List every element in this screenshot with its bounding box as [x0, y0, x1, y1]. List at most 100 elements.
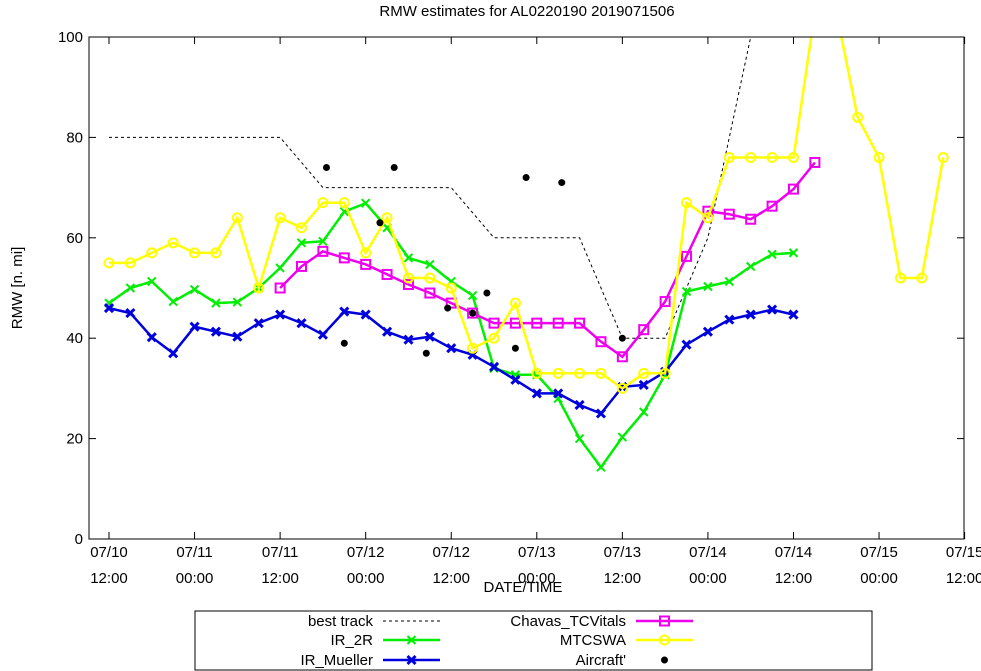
- data-point-mtcswa: [253, 282, 265, 294]
- data-point-ir-mueller: [253, 318, 264, 329]
- legend-swatch-marker: [406, 654, 417, 666]
- marker-stroke: [146, 332, 157, 343]
- legend-label: IR_2R: [330, 632, 373, 649]
- data-point-mtcswa: [852, 111, 864, 123]
- data-point-ir-mueller: [681, 339, 692, 350]
- data-point-ir-2r: [639, 407, 649, 417]
- data-point-mtcswa: [702, 212, 714, 224]
- data-point-mtcswa: [103, 257, 115, 269]
- data-point-ir-2r: [360, 198, 371, 208]
- data-point-aircraft: [469, 309, 477, 317]
- data-point-ir-2r: [275, 263, 285, 273]
- data-point-ir-2r: [168, 296, 178, 307]
- data-point-ir-mueller: [317, 329, 328, 340]
- marker-stroke: [639, 407, 649, 417]
- x-tick-label: 12:00: [604, 570, 642, 587]
- marker-stroke: [788, 248, 799, 258]
- marker-stroke: [724, 276, 735, 287]
- data-point-aircraft: [618, 334, 626, 342]
- marker-stroke: [424, 331, 435, 342]
- y-tick-label: 100: [58, 29, 83, 46]
- chart-title: RMW estimates for AL0220190 2019071506: [379, 3, 674, 20]
- data-point-aircraft: [522, 174, 530, 182]
- data-point-ir-2r: [767, 249, 777, 260]
- data-point-mtcswa: [787, 151, 799, 163]
- plot-frame: [88, 36, 965, 540]
- data-point-ir-2r: [318, 236, 328, 247]
- legend-item-best-track: best track: [308, 613, 440, 630]
- data-point-chavas-tcvitals: [488, 317, 500, 329]
- x-tick-label: 12:00: [432, 570, 470, 587]
- data-point-chavas-tcvitals: [787, 183, 799, 195]
- data-point-mtcswa: [937, 151, 949, 163]
- data-point-aircraft: [376, 219, 384, 227]
- x-tick-label: 07/15: [860, 544, 898, 561]
- data-point-ir-mueller: [424, 331, 435, 342]
- y-tick-label: 0: [75, 531, 83, 548]
- data-point-mtcswa: [231, 212, 243, 224]
- marker-stroke: [339, 306, 350, 317]
- data-point-ir-mueller: [168, 348, 179, 359]
- marker-stroke: [406, 654, 417, 666]
- data-point-mtcswa: [509, 297, 521, 309]
- data-point-chavas-tcvitals: [595, 336, 607, 348]
- data-point-mtcswa: [723, 151, 735, 163]
- data-point-mtcswa: [381, 212, 393, 224]
- marker-stroke: [531, 388, 542, 399]
- series-ir-mueller: [103, 303, 799, 419]
- data-point-mtcswa: [146, 247, 158, 259]
- data-point-ir-2r: [189, 284, 200, 295]
- legend-swatch-marker: [661, 656, 668, 664]
- data-point-mtcswa: [124, 257, 136, 269]
- marker-stroke: [275, 263, 285, 273]
- x-tick-label: 00:00: [176, 570, 214, 587]
- data-point-mtcswa: [894, 272, 906, 284]
- data-point-ir-2r: [425, 259, 435, 270]
- data-point-chavas-tcvitals: [467, 307, 479, 319]
- legend-swatch-marker: [659, 615, 670, 627]
- data-point-ir-mueller: [296, 318, 307, 329]
- x-tick-label: 12:00: [775, 570, 813, 587]
- marker-stroke: [275, 309, 286, 320]
- data-point-aircraft: [322, 164, 330, 172]
- series-aircraft: [322, 164, 626, 357]
- data-point-ir-mueller: [232, 331, 243, 342]
- marker-stroke: [574, 399, 585, 411]
- x-tick-label: 07/12: [432, 544, 470, 561]
- data-point-chavas-tcvitals: [424, 287, 436, 299]
- data-point-ir-2r: [403, 253, 414, 263]
- x-tick-label: 00:00: [689, 570, 727, 587]
- series-line-ir-mueller: [108, 306, 794, 416]
- marker-stroke: [296, 238, 307, 248]
- marker-stroke: [703, 281, 713, 292]
- data-point-chavas-tcvitals: [659, 296, 671, 308]
- x-tick-label: 12:00: [946, 570, 981, 587]
- data-point-mtcswa: [360, 247, 372, 259]
- data-point-mtcswa: [274, 212, 286, 224]
- marker-stroke: [168, 296, 178, 307]
- legend-label: best track: [308, 613, 374, 630]
- y-tick-label: 20: [66, 431, 83, 448]
- legend-item-ir-2r: IR_2R: [330, 632, 440, 649]
- data-point-ir-mueller: [446, 343, 457, 354]
- axes: 0 20 40 60 80 100 07/10 12:00 07/11 00:00 07/11 12:…: [58, 29, 981, 587]
- series-best-track: [109, 37, 752, 339]
- marker-stroke: [681, 286, 692, 297]
- data-point-aircraft: [390, 164, 398, 172]
- y-tick-label: 40: [66, 330, 83, 347]
- data-point-ir-2r: [724, 276, 735, 287]
- plot-area: [103, 37, 949, 472]
- data-point-chavas-tcvitals: [745, 213, 757, 225]
- data-point-ir-mueller: [125, 308, 136, 319]
- marker-stroke: [253, 318, 264, 329]
- data-point-ir-mueller: [103, 303, 115, 314]
- data-point-chavas-tcvitals: [574, 317, 586, 329]
- series-line-best-track: [109, 37, 752, 339]
- legend-label: MTCSWA: [560, 632, 626, 649]
- x-tick-label: 12:00: [261, 570, 299, 587]
- data-point-ir-mueller: [553, 388, 564, 399]
- marker-stroke: [125, 308, 136, 319]
- x-tick-label: 07/13: [604, 544, 642, 561]
- data-point-chavas-tcvitals: [681, 250, 693, 262]
- marker-stroke: [638, 379, 649, 390]
